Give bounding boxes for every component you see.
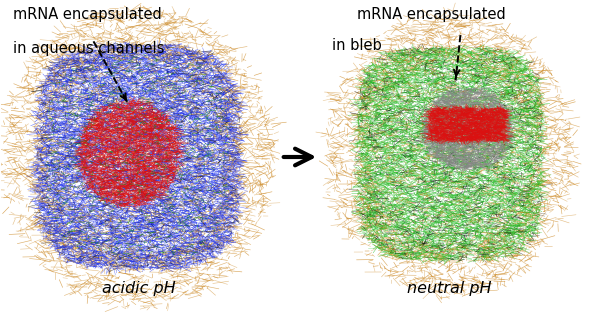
Text: acidic pH: acidic pH <box>101 281 175 296</box>
Text: in aqueous channels: in aqueous channels <box>13 41 164 56</box>
Text: in bleb: in bleb <box>332 38 382 53</box>
Text: mRNA encapsulated: mRNA encapsulated <box>357 7 506 22</box>
Text: mRNA encapsulated: mRNA encapsulated <box>13 7 161 22</box>
Text: neutral pH: neutral pH <box>407 281 492 296</box>
